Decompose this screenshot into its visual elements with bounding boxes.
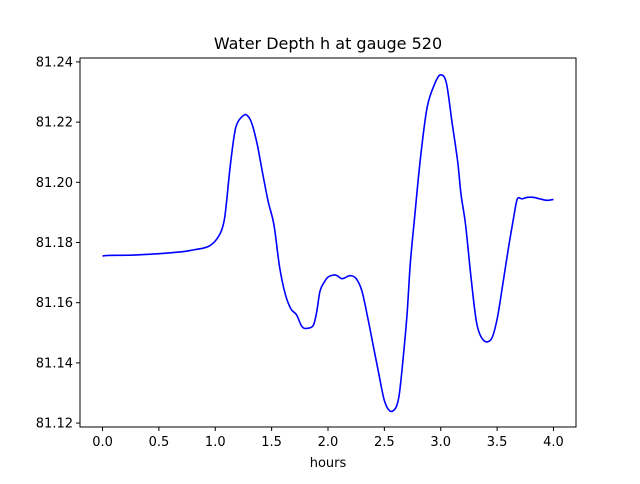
y-tick-label: 81.20 xyxy=(36,176,73,191)
y-tick-label: 81.14 xyxy=(36,356,73,371)
x-tick-label: 0.5 xyxy=(149,435,170,450)
series-layer xyxy=(102,74,554,413)
x-tick-label: 4.0 xyxy=(543,435,564,450)
x-tick-label: 1.5 xyxy=(261,435,282,450)
series-line-water-depth xyxy=(102,74,554,413)
x-tick-label: 3.5 xyxy=(487,435,508,450)
x-axis: 0.0 0.5 1.0 1.5 2.0 2.5 3.0 3.5 4.0 xyxy=(92,427,564,450)
y-tick-label: 81.12 xyxy=(36,417,73,432)
x-tick-label: 2.5 xyxy=(374,435,395,450)
x-tick-label: 2.0 xyxy=(318,435,339,450)
y-tick-label: 81.24 xyxy=(36,55,73,70)
chart-title: Water Depth h at gauge 520 xyxy=(214,34,442,53)
y-tick-label: 81.22 xyxy=(36,116,73,131)
x-tick-label: 3.0 xyxy=(430,435,451,450)
x-tick-label: 1.0 xyxy=(205,435,226,450)
y-tick-label: 81.16 xyxy=(36,296,73,311)
x-axis-label: hours xyxy=(310,456,347,471)
y-axis: 81.12 81.14 81.16 81.18 81.20 81.22 81.24 xyxy=(36,55,80,432)
x-tick-label: 0.0 xyxy=(92,435,113,450)
y-tick-label: 81.18 xyxy=(36,236,73,251)
